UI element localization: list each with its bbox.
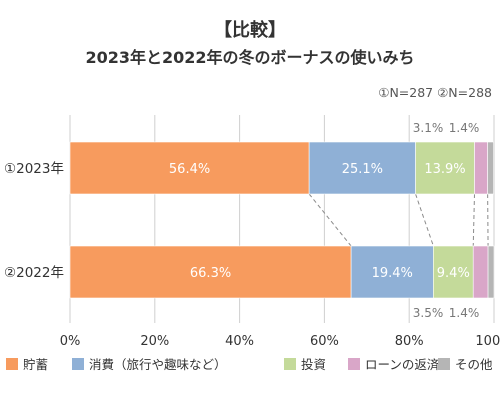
data-label: 19.4% bbox=[372, 266, 413, 281]
bar-segment bbox=[487, 245, 495, 299]
legend-label: その他 bbox=[455, 357, 493, 372]
legend: 貯蓄 消費（旅行や趣味など） 投資 ローンの返済 その他 bbox=[6, 357, 493, 372]
legend-swatch bbox=[348, 358, 360, 370]
data-label: 13.9% bbox=[424, 162, 465, 177]
connector-line bbox=[308, 193, 352, 247]
data-label-outside: 1.4% bbox=[449, 306, 480, 320]
bar-segment bbox=[472, 245, 489, 299]
connector-lines bbox=[308, 193, 489, 247]
legend-label: ローンの返済 bbox=[365, 357, 440, 372]
data-label: 66.3% bbox=[190, 266, 231, 281]
connector-line bbox=[415, 193, 434, 247]
x-tick-label: 40% bbox=[225, 334, 254, 349]
data-label: 25.1% bbox=[342, 162, 383, 177]
chart-title: 【比較】 bbox=[214, 19, 286, 41]
data-label-outside: 1.4% bbox=[449, 121, 480, 135]
x-tick-label: 0% bbox=[60, 334, 81, 349]
data-label-outside: 3.5% bbox=[413, 306, 444, 320]
chart-subtitle: 2023年と2022年の冬のボーナスの使いみち bbox=[85, 48, 414, 67]
bar-segment bbox=[474, 141, 488, 195]
bar-segment bbox=[69, 245, 352, 299]
legend-label: 投資 bbox=[301, 357, 326, 372]
chart-header: 【比較】 2023年と2022年の冬のボーナスの使いみち ①N=287 ②N=2… bbox=[85, 19, 492, 100]
legend-swatch bbox=[72, 358, 84, 370]
legend-label: 消費（旅行や趣味など） bbox=[89, 357, 227, 372]
bars: 56.4% 25.1% 13.9% 66.3% 19.4% 9.4% 3.1% 3.5% 1.4… bbox=[69, 121, 495, 320]
x-tick-label: 20% bbox=[140, 334, 169, 349]
x-tick-label: 60% bbox=[310, 334, 339, 349]
category-label: ①2023年 bbox=[4, 161, 64, 177]
data-label-outside: 3.1% bbox=[413, 121, 444, 135]
data-label: 9.4% bbox=[437, 266, 470, 281]
data-label: 56.4% bbox=[169, 162, 210, 177]
bar-segment bbox=[69, 141, 310, 195]
legend-swatch bbox=[6, 358, 18, 370]
bar-segment bbox=[433, 245, 474, 299]
sample-size-note: ①N=287 ②N=288 bbox=[378, 85, 492, 100]
legend-swatch bbox=[284, 358, 296, 370]
x-tick-label: 80% bbox=[395, 334, 424, 349]
bar-segment bbox=[487, 141, 494, 195]
connector-line bbox=[472, 193, 475, 247]
bar-segment bbox=[350, 245, 434, 299]
x-axis: 0% 20% 40% 60% 80% 100% ①2023年 ②2022年 bbox=[4, 161, 500, 349]
category-label: ②2022年 bbox=[4, 265, 64, 281]
x-tick-label: 100% bbox=[475, 334, 500, 349]
legend-label: 貯蓄 bbox=[23, 357, 48, 372]
legend-swatch bbox=[438, 358, 450, 370]
